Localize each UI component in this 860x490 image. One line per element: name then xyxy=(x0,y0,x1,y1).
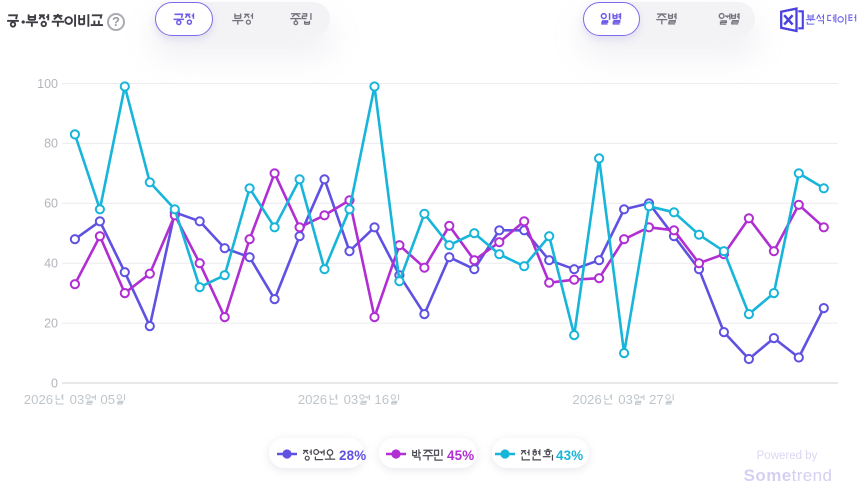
svg-text:03: 03 xyxy=(70,392,85,407)
svg-text:0: 0 xyxy=(51,376,58,390)
svg-text:2026: 2026 xyxy=(572,392,601,407)
svg-text:40: 40 xyxy=(44,257,58,271)
svg-text:03: 03 xyxy=(618,392,633,407)
svg-text:2026: 2026 xyxy=(298,392,327,407)
svg-text:100: 100 xyxy=(37,77,58,91)
svg-text:60: 60 xyxy=(44,197,58,211)
svg-text:2026: 2026 xyxy=(24,392,53,407)
svg-text:27: 27 xyxy=(649,392,664,407)
svg-text:03: 03 xyxy=(344,392,359,407)
svg-text:05: 05 xyxy=(100,392,115,407)
svg-text:80: 80 xyxy=(44,137,58,151)
svg-text:20: 20 xyxy=(44,316,58,330)
svg-text:16: 16 xyxy=(374,392,389,407)
